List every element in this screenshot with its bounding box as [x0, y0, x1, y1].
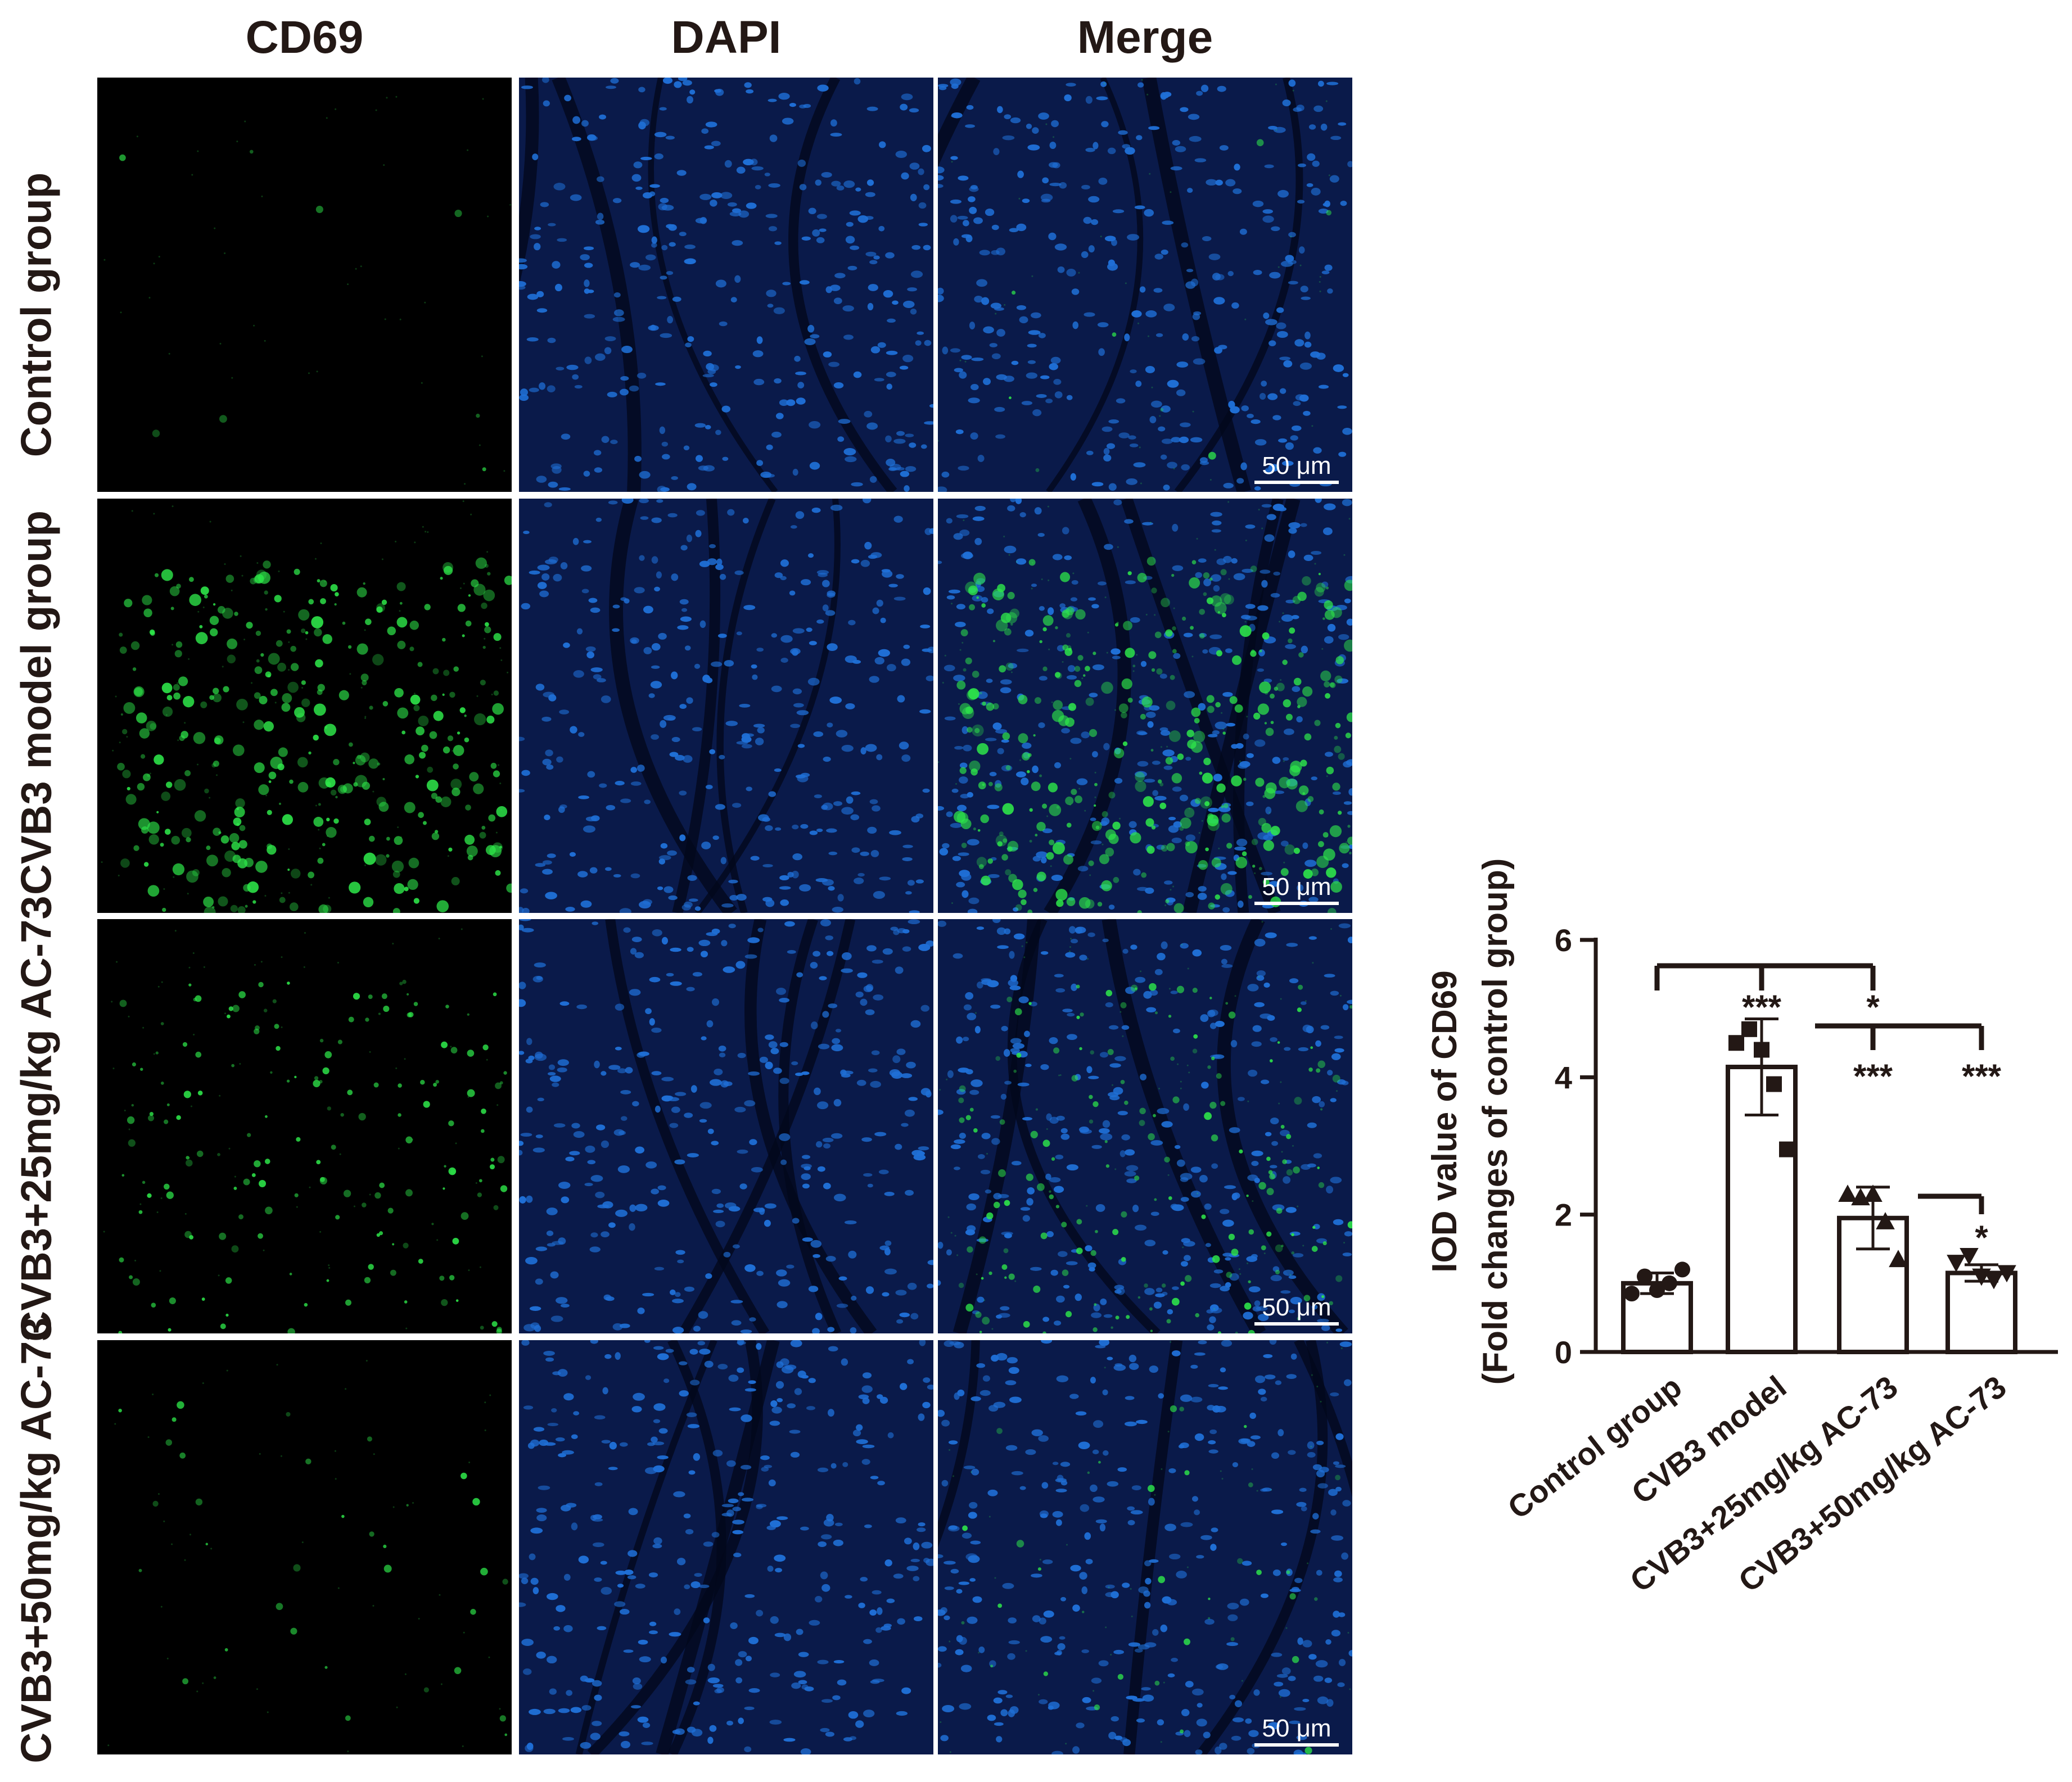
- bar: [1837, 1215, 1909, 1354]
- data-point: [1741, 1021, 1757, 1037]
- bar: [1945, 1270, 2017, 1354]
- micrograph-cd69-row-4: [97, 1340, 512, 1754]
- y-axis-label-line2: (Fold changes of control group): [1476, 858, 1515, 1385]
- significance-label: ***: [1962, 1057, 2002, 1095]
- data-point: [1947, 1255, 1966, 1272]
- scale-bar-line: [1254, 902, 1339, 905]
- column-title-cd69: CD69: [245, 12, 364, 63]
- data-point: [1876, 1212, 1895, 1229]
- micrograph-merge-row-3: 50 μm: [938, 919, 1352, 1333]
- row-label-cvb3-25: CVB3+25mg/kg AC-73: [12, 895, 61, 1342]
- x-tick-label: CVB3 model: [1625, 1369, 1793, 1511]
- scale-bar-line: [1254, 1322, 1339, 1326]
- data-point: [1624, 1286, 1640, 1302]
- y-axis-label-line1: IOD value of CD69: [1425, 970, 1464, 1272]
- scale-bar-line: [1254, 1743, 1339, 1747]
- micrograph-dapi-row-4: [519, 1340, 933, 1754]
- column-title-merge: Merge: [1077, 12, 1213, 63]
- row-label-cvb3-50: CVB3+50mg/kg AC-73: [12, 1317, 61, 1763]
- column-title-dapi: DAPI: [671, 12, 782, 63]
- scale-bar-label: 50 μm: [1262, 452, 1331, 480]
- scale-bar-label: 50 μm: [1262, 1715, 1331, 1742]
- micrograph-dapi-row-2: [519, 499, 933, 913]
- significance-label: *: [1866, 988, 1880, 1026]
- micrograph-merge-row-2: 50 μm: [938, 499, 1352, 913]
- y-tick-label: 0: [1555, 1335, 1572, 1370]
- data-point: [1984, 1272, 2003, 1290]
- data-point: [1649, 1282, 1665, 1299]
- data-point: [1960, 1247, 1979, 1265]
- data-point: [1972, 1268, 1991, 1286]
- x-tick-label: CVB3+50mg/kg AC-73: [1732, 1369, 2012, 1599]
- data-point: [1728, 1035, 1744, 1051]
- significance-label: ***: [1853, 1057, 1893, 1095]
- y-tick-label: 4: [1555, 1060, 1572, 1095]
- x-tick-label: CVB3+25mg/kg AC-73: [1623, 1369, 1904, 1599]
- scale-bar: 50 μm: [1254, 1714, 1339, 1747]
- data-point: [1838, 1184, 1857, 1202]
- micrograph-cd69-row-2: [97, 499, 512, 913]
- bar: [1621, 1281, 1693, 1354]
- data-point: [1889, 1250, 1908, 1268]
- data-point: [1662, 1275, 1677, 1291]
- scale-bar: 50 μm: [1254, 451, 1339, 484]
- row-label-control: Control group: [12, 172, 61, 458]
- scale-bar-line: [1254, 481, 1339, 484]
- significance-label: ***: [1742, 988, 1782, 1026]
- x-tick-label: Control group: [1501, 1369, 1688, 1526]
- data-point: [1754, 1042, 1769, 1058]
- scale-bar: 50 μm: [1254, 1293, 1339, 1326]
- micrograph-dapi-row-3: [519, 919, 933, 1333]
- row-label-cvb3-model: CVB3 model group: [12, 510, 61, 895]
- micrograph-cd69-row-3: [97, 919, 512, 1333]
- data-point: [1851, 1188, 1870, 1206]
- data-point: [1997, 1265, 2016, 1283]
- scale-bar-label: 50 μm: [1262, 873, 1331, 901]
- data-point: [1766, 1076, 1782, 1092]
- data-point: [1674, 1261, 1690, 1278]
- micrograph-dapi-row-1: [519, 78, 933, 492]
- data-point: [1779, 1141, 1795, 1157]
- significance-label: *: [1975, 1219, 1988, 1256]
- micrograph-merge-row-4: 50 μm: [938, 1340, 1352, 1754]
- data-point: [1863, 1184, 1883, 1202]
- y-tick-label: 6: [1555, 922, 1572, 958]
- data-point: [1637, 1268, 1653, 1285]
- bar: [1726, 1065, 1798, 1354]
- y-tick-label: 2: [1555, 1197, 1572, 1233]
- micrograph-merge-row-1: 50 μm: [938, 78, 1352, 492]
- scale-bar: 50 μm: [1254, 872, 1339, 905]
- scale-bar-label: 50 μm: [1262, 1293, 1331, 1321]
- micrograph-cd69-row-1: [97, 78, 512, 492]
